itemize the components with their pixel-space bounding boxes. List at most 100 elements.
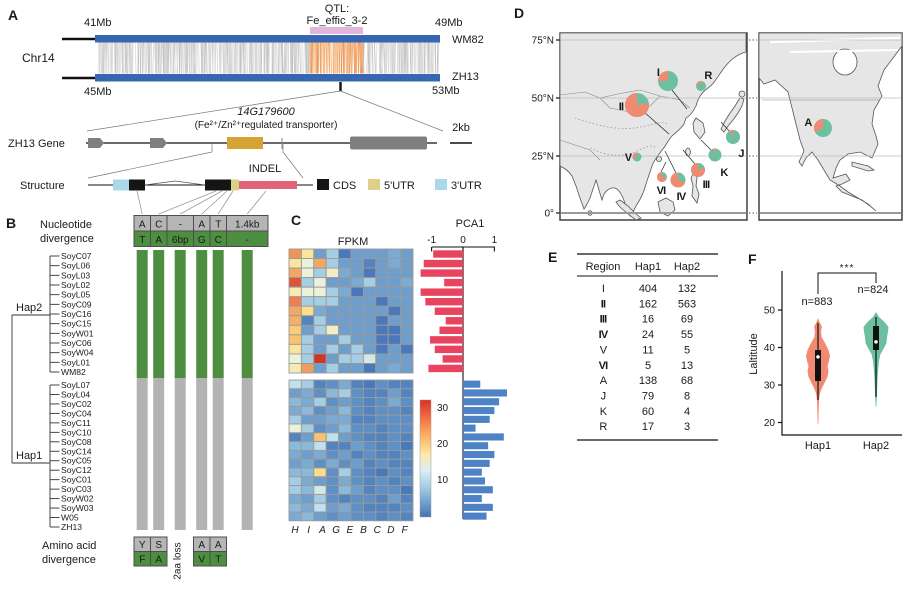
- heatmap-cell: [288, 414, 302, 425]
- heatmap-cell: [338, 315, 352, 326]
- aa-cell-bottom: [150, 551, 168, 567]
- pie-hap2-wedge: [814, 119, 823, 133]
- pie-region-label: I: [657, 67, 660, 79]
- synteny-line: [381, 42, 383, 74]
- colorbar-tick-label: 30: [437, 403, 449, 414]
- cds-box-2: [205, 179, 231, 191]
- allele-text-top: A: [139, 220, 146, 231]
- aa-loss-label: 2aa loss: [173, 542, 184, 579]
- aa-text-top: A: [198, 540, 205, 551]
- heatmap-cell: [338, 379, 352, 390]
- heatmap-cell: [350, 449, 364, 460]
- heatmap-cell: [325, 353, 340, 364]
- heatmap-cell: [338, 248, 352, 259]
- heatmap-cell: [375, 353, 389, 364]
- wm82-chromosome-bar: [95, 35, 440, 43]
- indel-bar: [239, 181, 297, 189]
- heatmap-cell: [375, 502, 389, 513]
- heatmap-cell: [362, 423, 377, 434]
- heatmap-cell: [338, 423, 352, 434]
- heatmap-cell: [375, 493, 389, 504]
- panel-f-label: F: [748, 251, 757, 267]
- synteny-line: [179, 42, 181, 74]
- heatmap-cell: [288, 258, 302, 269]
- heatmap-cell: [387, 353, 402, 364]
- heatmap-cell: [362, 467, 377, 478]
- hap2-strip-bar: [153, 250, 165, 378]
- table-cell-region: V: [600, 344, 608, 356]
- heatmap-cell: [338, 296, 352, 307]
- neighbor-gene-2: [150, 138, 167, 148]
- synteny-line: [297, 42, 300, 74]
- tree-leaf-label: SoyL07: [61, 380, 90, 390]
- intron-line: [144, 180, 206, 186]
- structure-zoom-line-right: [282, 151, 304, 179]
- heatmap-cell: [300, 286, 315, 298]
- tree-leaf-label: SoyW02: [61, 494, 94, 504]
- heatmap-cell: [325, 493, 340, 504]
- heatmap-cell: [400, 493, 414, 504]
- genome-top-label: WM82: [452, 34, 484, 46]
- heatmap-cell: [313, 493, 327, 504]
- synteny-line: [257, 42, 260, 74]
- synteny-line: [209, 42, 212, 74]
- heatmap-column-label: D: [387, 525, 394, 536]
- heatmap-cell: [362, 315, 377, 326]
- heatmap-cell: [375, 296, 389, 307]
- heatmap-cell: [362, 414, 377, 425]
- legend-utr5-label: 5'UTR: [384, 180, 415, 192]
- heatmap-cell: [313, 379, 327, 390]
- heatmap-cell: [400, 397, 414, 407]
- heatmap-cell: [325, 405, 340, 416]
- structure-connector-line: [217, 190, 234, 215]
- synteny-line: [351, 42, 354, 74]
- pie-leader-line: [664, 150, 677, 174]
- heatmap-cell: [338, 476, 352, 487]
- pie-region-label: VI: [657, 185, 667, 197]
- heatmap-cell: [325, 324, 340, 336]
- violin-box: [873, 326, 879, 350]
- heatmap-cell: [300, 449, 315, 460]
- heatmap-cell: [300, 405, 315, 416]
- synteny-line: [366, 42, 369, 74]
- heatmap-cell: [400, 379, 414, 390]
- heatmap-cell: [350, 423, 364, 434]
- synteny-line: [228, 42, 230, 74]
- heatmap-cell: [338, 258, 352, 269]
- heatmap-cell: [338, 277, 352, 288]
- allele-text-bottom: 6bp: [172, 235, 189, 246]
- pie-hap2-wedge: [632, 152, 637, 159]
- synteny-line: [432, 42, 435, 74]
- allele-text-bottom: C: [215, 235, 222, 246]
- pca-bar-hap2: [423, 259, 463, 268]
- arctic-channel-2: [789, 49, 899, 53]
- legend-utr5-swatch: [368, 179, 380, 190]
- synteny-top-end: 49Mb: [435, 17, 463, 29]
- heatmap-cell: [400, 305, 414, 317]
- neighbor-gene-1: [88, 138, 104, 148]
- heatmap-cell: [350, 315, 364, 326]
- synteny-line: [280, 42, 283, 74]
- synteny-line: [390, 42, 392, 74]
- heatmap-cell: [362, 324, 377, 336]
- heatmap-cell: [313, 458, 327, 469]
- tree-leaf-label: SoyC14: [61, 446, 92, 456]
- heatmap-cell: [387, 334, 402, 345]
- heatmap-cell: [288, 277, 302, 288]
- heatmap-cell: [362, 485, 377, 495]
- heatmap-cell: [387, 467, 402, 478]
- pca-bar-hap1: [463, 424, 476, 432]
- table-cell-region: IV: [599, 329, 609, 341]
- table-header-hap1: Hap1: [635, 261, 661, 273]
- heatmap-cell: [313, 467, 327, 478]
- synteny-line: [147, 42, 149, 74]
- pie-hap2-wedge: [670, 172, 686, 188]
- heatmap-cell: [350, 405, 364, 416]
- heatmap-cell: [313, 485, 327, 495]
- heatmap-cell: [338, 493, 352, 504]
- heatmap-cell: [362, 343, 377, 355]
- heatmap-cell: [325, 286, 340, 298]
- taiwan-island: [685, 147, 691, 157]
- heatmap-cell: [313, 449, 327, 460]
